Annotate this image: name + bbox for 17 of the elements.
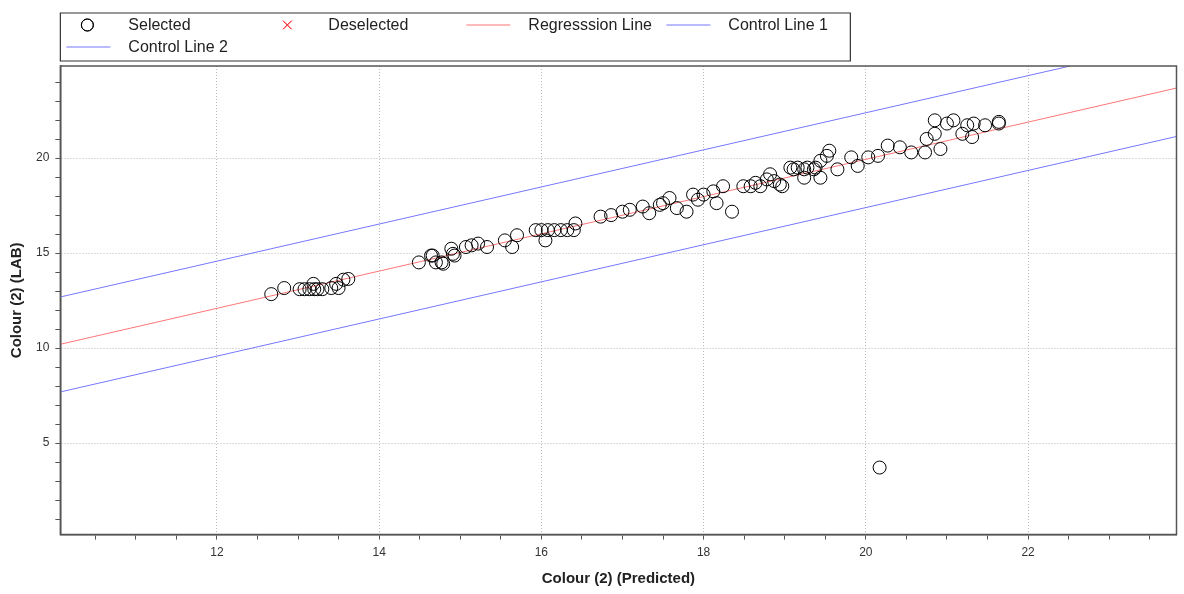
y-tick-label: 20	[35, 150, 50, 165]
x-tick-label: 16	[534, 545, 549, 560]
legend-label: Regresssion Line	[528, 16, 653, 34]
y-tick-label: 15	[35, 245, 50, 260]
y-tick-label: 10	[35, 340, 50, 355]
x-tick-label: 18	[696, 545, 711, 560]
legend-label: Deselected	[328, 16, 409, 34]
x-tick-label: 22	[1021, 545, 1036, 560]
x-axis-title: Colour (2) (Predicted)	[541, 569, 696, 587]
legend-label: Selected	[128, 16, 191, 34]
x-tick-label: 12	[210, 545, 224, 560]
legend-label: Control Line 2	[128, 38, 229, 56]
x-tick-label: 14	[372, 545, 387, 560]
legend-label: Control Line 1	[728, 16, 829, 34]
x-tick-label: 20	[859, 545, 873, 560]
y-tick-label: 5	[42, 435, 50, 450]
y-axis-title: Colour (2) (LAB)	[7, 242, 25, 359]
